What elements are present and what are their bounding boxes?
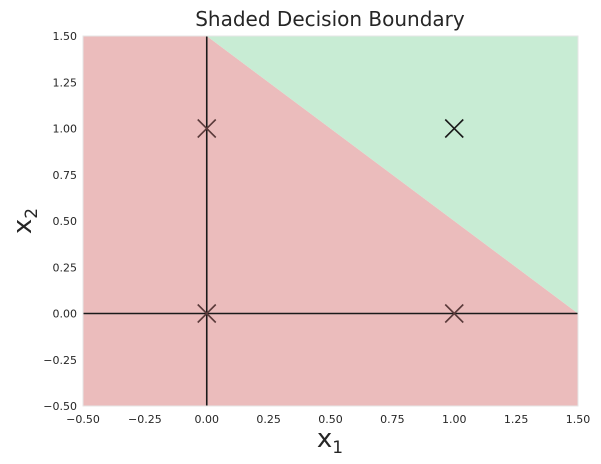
y-tick-label: 0.00 [53,308,78,321]
x-axis-label-base: x [317,424,332,454]
x-tick-label: 1.00 [442,413,467,426]
x-tick-label: 0.75 [380,413,405,426]
data-point [444,118,464,139]
data-point [444,303,464,324]
y-axis-label: x2 [8,208,42,234]
data-point-stroke [197,303,217,324]
x-axis-ticks: −0.50 −0.25 0.00 0.25 0.50 0.75 1.00 1.25 1.50 [66,413,590,426]
x-tick-label: 0.25 [256,413,281,426]
x-tick-label: 1.50 [566,413,591,426]
data-point [197,303,217,324]
plot-frame [82,35,579,407]
data-points [197,118,464,324]
positive-region [206,36,578,314]
y-tick-label: 1.50 [53,30,78,43]
y-tick-label: 0.75 [53,169,78,182]
y-tick-label: 0.50 [53,215,78,228]
y-tick-label: 0.25 [53,261,78,274]
reference-lines [83,36,578,406]
y-tick-label: −0.50 [43,400,77,413]
chart-title: Shaded Decision Boundary [195,7,465,31]
data-point [197,118,217,139]
y-axis-ticks: −0.50 −0.25 0.00 0.25 0.50 0.75 1.00 1.25 1.50 [43,30,77,413]
data-point-stroke [197,118,217,139]
x-tick-label: 1.25 [504,413,529,426]
x-tick-label: −0.50 [66,413,100,426]
y-tick-label: 1.25 [53,76,78,89]
data-point-stroke [444,118,464,139]
x-tick-label: −0.25 [128,413,162,426]
y-axis-label-base: x [8,219,38,234]
x-tick-label: 0.50 [318,413,343,426]
plot-area [82,35,579,407]
y-axis-label-subscript: 2 [22,208,42,219]
x-axis-label: x1 [317,424,343,458]
x-tick-label: 0.00 [195,413,220,426]
y-tick-label: 1.00 [53,123,78,136]
data-point-stroke [444,303,464,324]
y-tick-label: −0.25 [43,354,77,367]
x-axis-label-subscript: 1 [332,438,343,458]
